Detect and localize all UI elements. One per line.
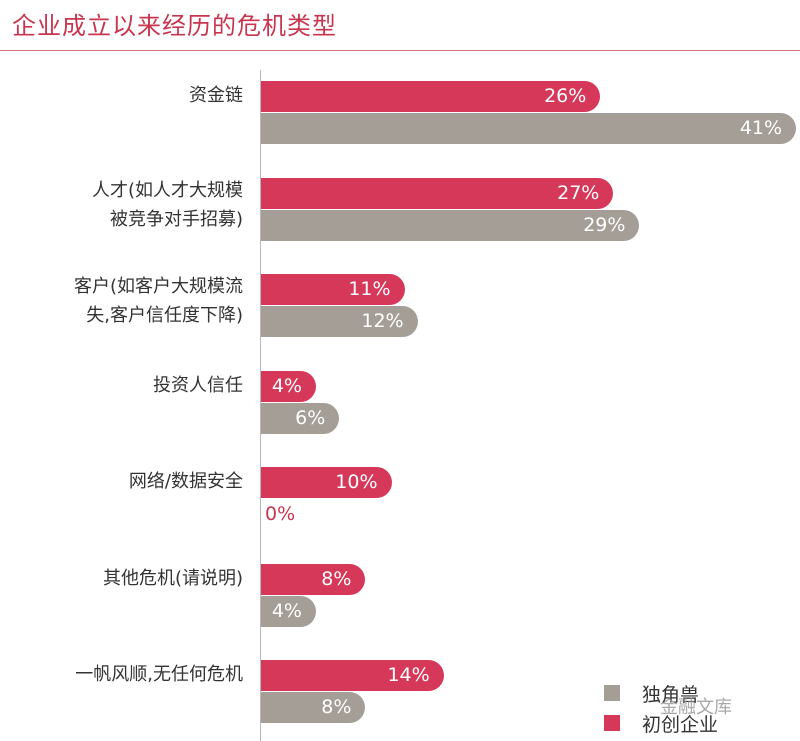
legend-swatch-startup: [604, 715, 620, 731]
bar-unicorn: 41%: [261, 113, 797, 144]
bar-startup: 26%: [261, 81, 601, 112]
bar-startup: 4%: [261, 370, 316, 402]
bar-unicorn: 29%: [261, 209, 640, 241]
bar-startup: 14%: [261, 660, 444, 691]
category-label: 一帆风顺,无任何危机: [75, 664, 243, 685]
legend-label-startup: 初创企业: [642, 713, 719, 736]
legend-label-unicorn: 独角兽: [642, 683, 700, 706]
watermark: 金融文库: [660, 697, 732, 718]
bar-unicorn: 0%: [265, 503, 296, 525]
bar-startup: 27%: [261, 177, 614, 209]
legend-item-startup: 初创企业: [604, 708, 718, 738]
category-label: 其他危机(请说明): [102, 567, 243, 589]
bar-unicorn: 6%: [261, 402, 340, 434]
legend-swatch-unicorn: [604, 685, 620, 701]
bar-unicorn: 8%: [261, 692, 366, 723]
bar-startup: 11%: [261, 274, 405, 305]
category-label: 资金链: [189, 85, 243, 106]
category-axis-line: [260, 70, 261, 741]
chart-title: 企业成立以来经历的危机类型: [12, 12, 337, 40]
legend: 独角兽 初创企业: [604, 678, 718, 738]
bar-startup: 10%: [261, 467, 392, 498]
title-divider: [0, 50, 800, 51]
legend-item-unicorn: 独角兽: [604, 678, 718, 708]
bar-startup: 8%: [261, 563, 366, 595]
category-label: 投资人信任: [153, 374, 243, 396]
bar-unicorn: 4%: [261, 595, 316, 627]
bar-unicorn: 12%: [261, 306, 418, 337]
category-label: 人才(如人才大规模 被竞争对手招募): [91, 179, 243, 230]
category-label: 网络/数据安全: [128, 471, 243, 492]
category-label: 客户(如客户大规模流 失,客户信任度下降): [73, 276, 243, 326]
